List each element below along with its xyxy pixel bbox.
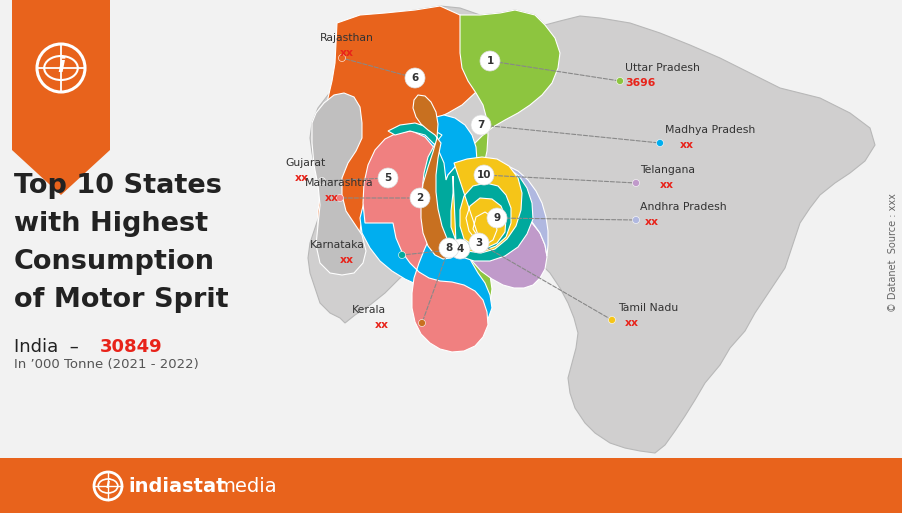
Polygon shape [308, 6, 875, 453]
Circle shape [410, 188, 430, 208]
Circle shape [469, 233, 489, 253]
Text: indiastat: indiastat [128, 477, 226, 496]
Text: 3696: 3696 [625, 78, 656, 88]
Polygon shape [414, 10, 560, 327]
Circle shape [378, 168, 398, 188]
Text: Rajasthan: Rajasthan [320, 33, 373, 43]
Polygon shape [318, 6, 490, 268]
Circle shape [419, 320, 426, 326]
Text: Gujarat: Gujarat [285, 158, 326, 168]
Text: Telangana: Telangana [640, 165, 695, 175]
Polygon shape [388, 123, 533, 261]
Text: Tamil Nadu: Tamil Nadu [618, 303, 678, 313]
Text: xx: xx [645, 217, 659, 227]
Text: 1: 1 [486, 56, 493, 66]
Text: of Motor Sprit: of Motor Sprit [14, 287, 228, 313]
Text: Uttar Pradesh: Uttar Pradesh [625, 63, 700, 73]
Text: xx: xx [680, 140, 694, 150]
Text: In ’000 Tonne (2021 - 2022): In ’000 Tonne (2021 - 2022) [14, 358, 198, 371]
Text: Madhya Pradesh: Madhya Pradesh [665, 125, 755, 135]
Text: 6: 6 [411, 73, 419, 83]
Circle shape [616, 77, 623, 85]
Text: Kerala: Kerala [352, 305, 386, 315]
Text: 10: 10 [477, 170, 492, 180]
Text: 5: 5 [384, 173, 391, 183]
Text: 4: 4 [456, 244, 464, 254]
Text: indiastatmedia.com: indiastatmedia.com [457, 229, 732, 257]
Circle shape [336, 194, 344, 202]
Polygon shape [450, 203, 547, 288]
Circle shape [632, 180, 640, 187]
Circle shape [609, 317, 615, 324]
Circle shape [439, 238, 459, 258]
Text: 2: 2 [417, 193, 424, 203]
Text: xx: xx [625, 318, 639, 328]
Text: 3: 3 [475, 238, 483, 248]
Circle shape [657, 140, 664, 147]
Text: i: i [106, 479, 110, 491]
Text: i: i [57, 56, 65, 76]
Text: xx: xx [375, 320, 389, 330]
Polygon shape [451, 157, 522, 253]
Text: 8: 8 [446, 243, 453, 253]
Text: xx: xx [340, 48, 354, 58]
Polygon shape [12, 0, 110, 150]
Text: Andhra Pradesh: Andhra Pradesh [640, 202, 727, 212]
Text: with Highest: with Highest [14, 211, 208, 237]
Text: media: media [216, 477, 277, 496]
Text: 7: 7 [477, 120, 484, 130]
Text: xx: xx [325, 193, 339, 203]
Text: xx: xx [295, 173, 309, 183]
Circle shape [487, 208, 507, 228]
Polygon shape [0, 458, 902, 513]
Circle shape [471, 115, 491, 135]
Text: Maharashtra: Maharashtra [305, 178, 373, 188]
Polygon shape [413, 95, 455, 259]
Polygon shape [12, 150, 110, 195]
Text: Karnataka: Karnataka [310, 240, 365, 250]
Polygon shape [312, 93, 366, 275]
Polygon shape [363, 131, 488, 352]
Circle shape [318, 177, 326, 185]
Polygon shape [445, 160, 548, 256]
Text: Top 10 States: Top 10 States [14, 173, 222, 199]
Text: 9: 9 [493, 213, 501, 223]
Text: xx: xx [340, 255, 354, 265]
Circle shape [632, 216, 640, 224]
Polygon shape [360, 115, 492, 327]
Text: © Datanet  Source : xxx: © Datanet Source : xxx [888, 193, 898, 312]
Circle shape [474, 165, 494, 185]
Circle shape [399, 251, 406, 259]
Text: India  –: India – [14, 338, 78, 356]
Text: 30849: 30849 [100, 338, 162, 356]
Circle shape [450, 239, 470, 259]
Circle shape [405, 68, 425, 88]
Circle shape [480, 51, 500, 71]
Circle shape [338, 54, 345, 62]
Text: Consumption: Consumption [14, 249, 215, 275]
Text: xx: xx [660, 180, 674, 190]
